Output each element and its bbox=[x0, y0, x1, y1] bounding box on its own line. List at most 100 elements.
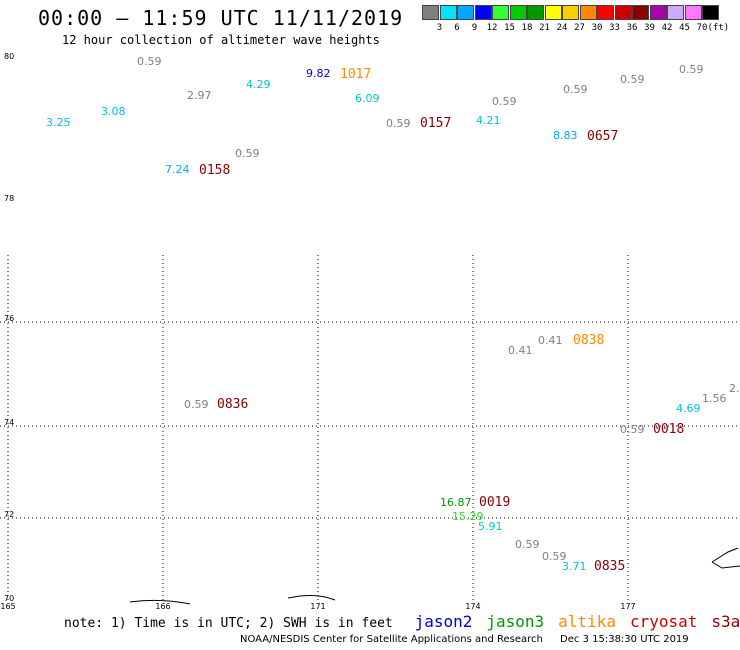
wave-height-label: 0.59 bbox=[492, 95, 517, 108]
pass-time-label: 0157 bbox=[420, 116, 451, 131]
satellite-altika: altika bbox=[558, 612, 616, 631]
pass-time-label: 0836 bbox=[217, 397, 248, 412]
legend-label: 21 bbox=[539, 23, 550, 33]
axis-label: 171 bbox=[310, 602, 325, 611]
wave-height-label: 8.83 bbox=[553, 129, 578, 142]
axis-label: 80 bbox=[4, 52, 14, 61]
pass-time-label: 0018 bbox=[653, 422, 684, 437]
axis-label: 74 bbox=[4, 418, 14, 427]
legend-label: 33 bbox=[609, 23, 620, 33]
legend-label: 45 bbox=[679, 23, 690, 33]
wave-height-label: 0.59 bbox=[386, 117, 411, 130]
axis-label: 166 bbox=[155, 602, 170, 611]
coastline bbox=[129, 547, 740, 605]
legend-label: 6 bbox=[454, 23, 460, 33]
legend-swatch bbox=[509, 5, 527, 20]
legend-unit: (ft) bbox=[707, 23, 730, 33]
wave-height-label: 7.24 bbox=[165, 163, 190, 176]
coastline-bottom bbox=[129, 599, 191, 605]
axis-label: 76 bbox=[4, 314, 14, 323]
legend-swatch bbox=[667, 5, 684, 20]
legend-label: 15 bbox=[504, 23, 515, 33]
wave-height-label: 0.59 bbox=[235, 147, 260, 160]
legend-swatch bbox=[597, 5, 614, 20]
legend-label: 24 bbox=[556, 23, 568, 33]
wave-height-label: 15.29 bbox=[452, 510, 484, 523]
wave-height-label: 2.97 bbox=[187, 89, 212, 102]
wave-height-label: 0.59 bbox=[515, 538, 540, 551]
note-text: note: 1) Time is in UTC; 2) SWH is in fe… bbox=[64, 616, 393, 631]
legend-swatch bbox=[457, 5, 474, 20]
legend-swatch bbox=[684, 5, 702, 20]
wave-height-label: 3.25 bbox=[46, 116, 71, 129]
legend-swatch bbox=[544, 5, 562, 20]
legend-swatch bbox=[492, 5, 509, 20]
footer-note: note: 1) Time is in UTC; 2) SWH is in fe… bbox=[64, 612, 740, 631]
legend-swatch bbox=[474, 5, 492, 20]
wave-height-label: 0.59 bbox=[184, 398, 209, 411]
lat-lon-grid bbox=[0, 255, 740, 600]
pass-time-label: 0657 bbox=[587, 129, 618, 144]
page-title: 00:00 – 11:59 UTC 11/11/2019 bbox=[38, 6, 404, 30]
wave-height-label: 6.09 bbox=[355, 92, 380, 105]
pass-time-label: 0019 bbox=[479, 495, 510, 510]
legend-label: 9 bbox=[471, 23, 478, 33]
axis-label: 70 bbox=[4, 594, 14, 603]
wave-height-label: 0.59 bbox=[679, 63, 704, 76]
pass-time-label: 1017 bbox=[340, 67, 371, 82]
legend-swatch bbox=[614, 5, 632, 20]
legend-swatch bbox=[439, 5, 457, 20]
legend-swatch bbox=[527, 5, 544, 20]
credit-line: NOAA/NESDIS Center for Satellite Applica… bbox=[240, 634, 689, 645]
legend-label: 70 bbox=[696, 23, 708, 33]
wave-height-label: 9.82 bbox=[306, 67, 331, 80]
wave-height-label: 0.59 bbox=[137, 55, 162, 68]
axis-label: 174 bbox=[465, 602, 480, 611]
wave-height-label: 4.21 bbox=[476, 114, 501, 127]
axis-label: 72 bbox=[4, 510, 14, 519]
satellite-jason2: jason2 bbox=[414, 612, 473, 631]
wave-height-label: 2. bbox=[729, 382, 740, 395]
wave-height-label: 0.59 bbox=[620, 73, 645, 86]
legend-swatch bbox=[632, 5, 649, 20]
axis-label: 165 bbox=[0, 602, 15, 611]
wave-height-label: 3.08 bbox=[101, 105, 126, 118]
page-subtitle: 12 hour collection of altimeter wave hei… bbox=[62, 33, 380, 47]
legend-label: 27 bbox=[574, 23, 585, 33]
satellite-cryosat: cryosat bbox=[629, 612, 698, 631]
legend-swatch bbox=[702, 5, 719, 20]
credit-org: NOAA/NESDIS Center for Satellite Applica… bbox=[240, 634, 543, 645]
wave-height-label: 0.59 bbox=[542, 550, 567, 563]
legend-swatch bbox=[649, 5, 667, 20]
pass-time-label: 0838 bbox=[573, 333, 604, 348]
pass-time-label: 0158 bbox=[199, 163, 230, 178]
wave-height-label: 4.29 bbox=[246, 78, 271, 91]
legend-label: 30 bbox=[591, 23, 603, 33]
wave-height-label: 5.91 bbox=[478, 520, 503, 533]
satellite-legend: jason2 jason3 altika cryosat s3a bbox=[401, 612, 740, 631]
legend-label: 42 bbox=[661, 23, 673, 33]
satellite-s3a: s3a bbox=[711, 612, 740, 631]
coastline-bottom-2 bbox=[287, 595, 336, 601]
legend-label: 3 bbox=[436, 23, 443, 33]
legend-label: 39 bbox=[644, 23, 655, 33]
wave-height-label: 1.56 bbox=[702, 392, 727, 405]
credit-date: Dec 3 15:38:30 UTC 2019 bbox=[560, 634, 689, 645]
pass-time-label: 0835 bbox=[594, 559, 625, 574]
legend-label: 18 bbox=[521, 23, 533, 33]
legend-label: 12 bbox=[486, 23, 498, 33]
legend-swatch bbox=[562, 5, 579, 20]
legend-swatch bbox=[422, 5, 439, 20]
legend-swatch bbox=[579, 5, 597, 20]
wave-height-label: 0.59 bbox=[563, 83, 588, 96]
satellite-jason3: jason3 bbox=[486, 612, 545, 631]
legend-label: 36 bbox=[626, 23, 638, 33]
wave-height-label: 3.71 bbox=[562, 560, 587, 573]
wave-height-label: 4.69 bbox=[676, 402, 701, 415]
wave-height-label: 16.87 bbox=[440, 496, 472, 509]
wave-height-label: 0.41 bbox=[508, 344, 533, 357]
wave-height-label: 0.59 bbox=[620, 423, 645, 436]
